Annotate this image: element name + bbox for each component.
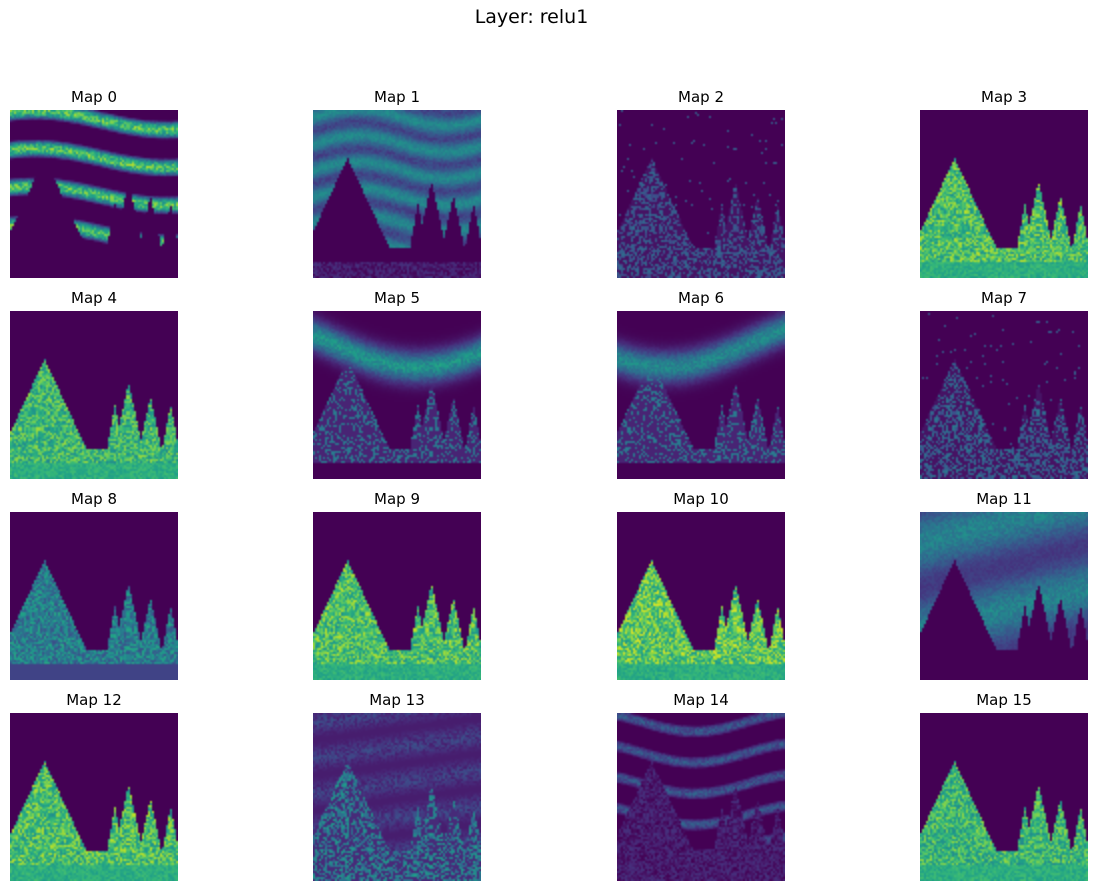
- feature-map-image: [920, 512, 1088, 680]
- feature-map-image: [313, 713, 481, 881]
- feature-map-title: Map 10: [673, 490, 729, 508]
- feature-map-title: Map 2: [678, 88, 724, 106]
- feature-map-title: Map 7: [981, 289, 1027, 307]
- feature-map-title: Map 9: [374, 490, 420, 508]
- feature-map-image: [617, 311, 785, 479]
- feature-map-image: [313, 311, 481, 479]
- feature-map-title: Map 12: [66, 691, 122, 709]
- feature-map-title: Map 5: [374, 289, 420, 307]
- feature-map-title: Map 6: [678, 289, 724, 307]
- feature-map-image: [313, 512, 481, 680]
- feature-map-image: [920, 713, 1088, 881]
- feature-map-image: [10, 311, 178, 479]
- feature-map-image: [617, 713, 785, 881]
- feature-map-image: [10, 110, 178, 278]
- feature-map-title: Map 1: [374, 88, 420, 106]
- feature-map-title: Map 4: [71, 289, 117, 307]
- feature-map-title: Map 11: [976, 490, 1032, 508]
- feature-map-title: Map 14: [673, 691, 729, 709]
- feature-map-title: Map 3: [981, 88, 1027, 106]
- feature-map-image: [10, 512, 178, 680]
- figure-title: Layer: relu1: [474, 6, 589, 28]
- feature-map-image: [313, 110, 481, 278]
- feature-map-title: Map 8: [71, 490, 117, 508]
- feature-map-image: [10, 713, 178, 881]
- feature-map-title: Map 13: [369, 691, 425, 709]
- feature-map-image: [617, 110, 785, 278]
- feature-map-title: Map 0: [71, 88, 117, 106]
- feature-map-title: Map 15: [976, 691, 1032, 709]
- feature-map-image: [920, 110, 1088, 278]
- feature-map-image: [920, 311, 1088, 479]
- feature-map-image: [617, 512, 785, 680]
